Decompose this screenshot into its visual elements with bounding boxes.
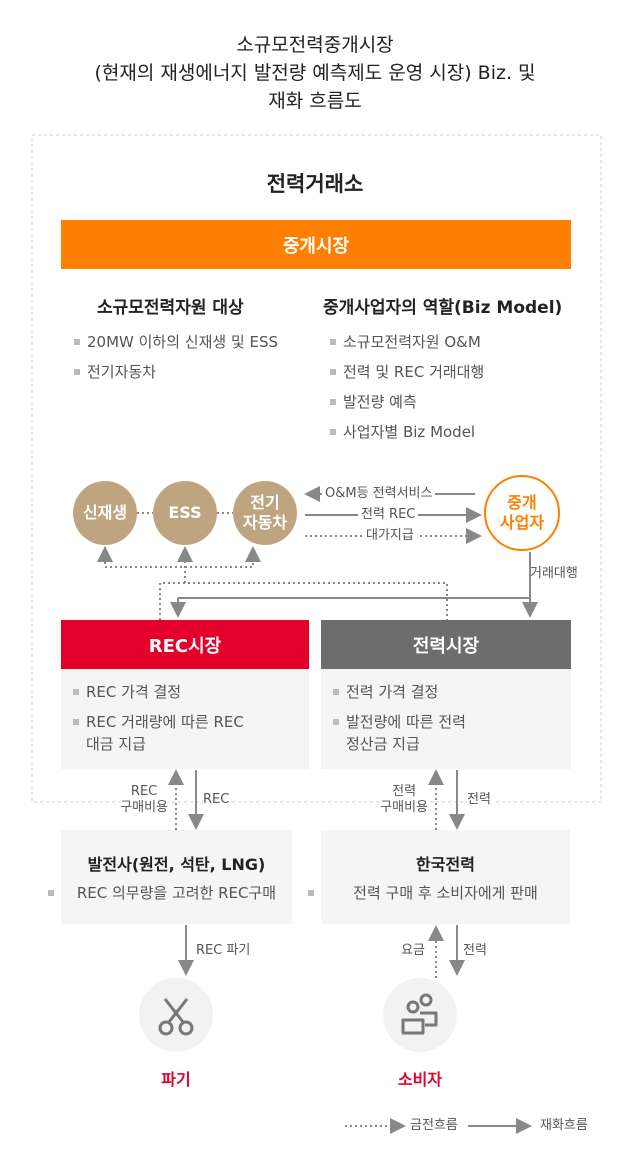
payment-label: 대가지급 [363, 528, 417, 544]
resource-ev: 전기 자동차 [233, 481, 297, 545]
discard-circle [139, 978, 213, 1052]
rec-market-header: REC시장 [61, 620, 309, 669]
trade-agency-label: 거래대행 [530, 566, 578, 581]
title-line: 재화 흐름도 [268, 90, 362, 112]
list-item: 전기자동차 [73, 363, 157, 381]
fee-label: 요금 [401, 943, 425, 958]
power-market-header: 전력시장 [321, 620, 571, 669]
power-label: 전력 [467, 792, 494, 808]
kepco-title: 한국전력 [416, 855, 475, 874]
list-item: 전력 가격 결정 [332, 683, 439, 701]
title-line: 소규모전력중개시장 [236, 34, 394, 56]
genco-box: 발전사(원전, 석탄, LNG) REC 의무량을 고려한 REC구매 [48, 830, 292, 924]
left-col-header: 소규모전력자원 대상 [97, 298, 244, 318]
scissors-icon [158, 998, 194, 1036]
resource-ess: ESS [153, 481, 217, 545]
list-item: 발전량에 따른 전력 정산금 지급 [333, 713, 466, 753]
list-item: 전력 및 REC 거래대행 [329, 363, 485, 381]
genco-title: 발전사(원전, 석탄, LNG) [87, 855, 266, 874]
consumer-circle [383, 978, 457, 1052]
kepco-desc: 전력 구매 후 소비자에게 판매 [308, 882, 570, 904]
list-item: REC 가격 결정 [72, 683, 182, 701]
diagram-title: 소규모전력중개시장 (현재의 재생에너지 발전량 예측제도 운영 시장) Biz… [0, 31, 630, 115]
title-line: (현재의 재생에너지 발전량 예측제도 운영 시장) Biz. 및 [94, 62, 536, 84]
list-item: 발전량 예측 [330, 393, 417, 411]
rec-cost-label: REC 구매비용 [120, 784, 168, 816]
consumer-label: 소비자 [397, 1070, 443, 1089]
right-col-header: 중개사업자의 역할(Biz Model) [323, 298, 563, 318]
power-rec-label: 전력 REC [358, 507, 419, 523]
genco-desc: REC 의무량을 고려한 REC구매 [48, 882, 292, 904]
rec-discard-label: REC 파기 [196, 943, 251, 958]
legend-goods: 재화흐름 [540, 1118, 588, 1133]
list-item: 사업자별 Biz Model [329, 423, 476, 441]
resource-renewable: 신재생 [73, 481, 137, 545]
exchange-title: 전력거래소 [266, 172, 364, 196]
rec-market-body: REC 가격 결정 REC 거래량에 따른 REC 대금 지급 [61, 669, 309, 769]
om-service-label: O&M등 전력서비스 [322, 486, 436, 502]
broker-circle: 중개 사업자 [484, 475, 560, 551]
exchange-border [31, 134, 602, 803]
brokerage-market-bar: 중개시장 [61, 220, 571, 269]
rec-label: REC [203, 792, 233, 808]
power-market-body: 전력 가격 결정 발전량에 따른 전력 정산금 지급 [321, 669, 571, 769]
list-item: REC 거래량에 따른 REC 대금 지급 [73, 713, 244, 753]
discard-label: 파기 [161, 1070, 191, 1089]
list-item: 소규모전력자원 O&M [330, 333, 481, 351]
list-item: 20MW 이하의 신재생 및 ESS [73, 333, 279, 351]
legend-money: 금전흐름 [410, 1118, 458, 1133]
power-cost-label: 전력 구매비용 [380, 784, 428, 816]
users-icon [401, 993, 438, 1035]
kepco-box: 한국전력 전력 구매 후 소비자에게 판매 [308, 830, 570, 924]
power-to-consumer-label: 전력 [463, 943, 487, 958]
